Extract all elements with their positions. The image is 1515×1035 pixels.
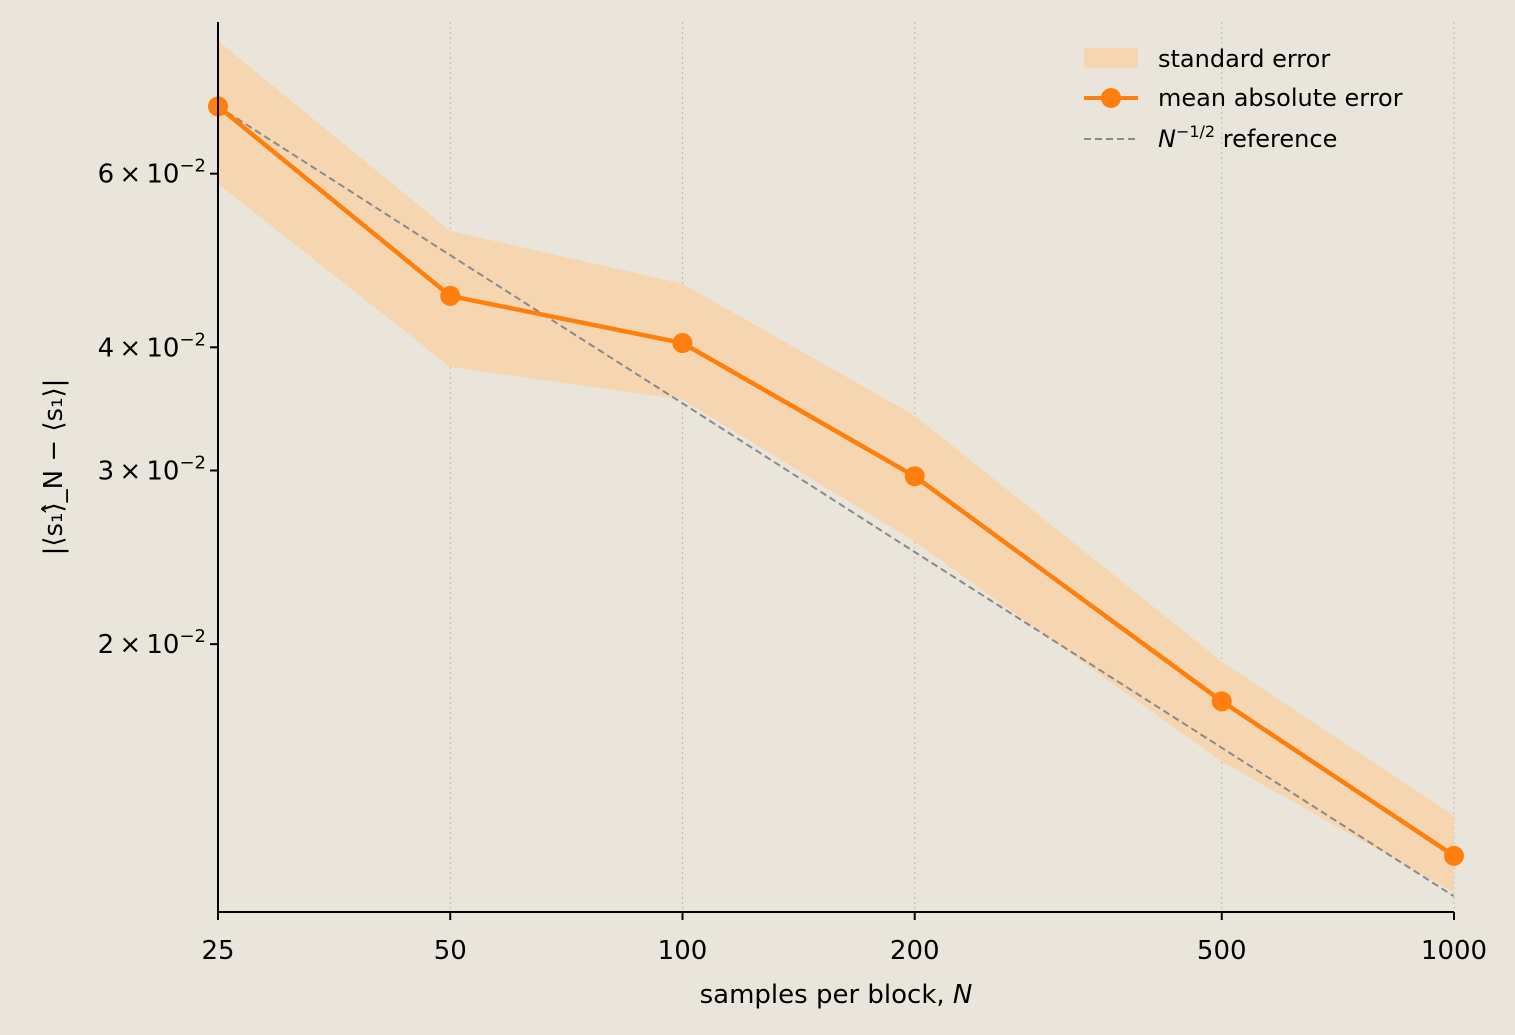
reference-line — [218, 105, 1454, 898]
legend-swatch-mean-absolute-error-marker — [1101, 88, 1121, 108]
y-tick-label-0.04: 4 × 10−2 — [98, 329, 206, 363]
standard-error-band-layer — [218, 40, 1454, 893]
x-tick-label-100: 100 — [658, 936, 708, 966]
reference-line-layer — [218, 105, 1454, 898]
legend-swatch-standard-error — [1084, 48, 1138, 68]
x-tick-label-1000: 1000 — [1421, 936, 1487, 966]
legend-label-reference: N−1/2 reference — [1158, 122, 1337, 153]
x-tick-label-50: 50 — [434, 936, 467, 966]
y-axis-title: |⟨s₁⟩̂_N − ⟨s₁⟩| — [39, 379, 69, 556]
y-tick-label-0.03: 3 × 10−2 — [98, 453, 206, 487]
mean-absolute-error-point-100 — [672, 333, 693, 354]
x-tick-label-200: 200 — [890, 936, 940, 966]
y-ticks: 6 × 10−2 4 × 10−2 3 × 10−2 2 × 10−2 — [98, 156, 218, 660]
mean-absolute-error-point-500 — [1211, 691, 1232, 712]
x-ticks: 25 50 100 200 500 1000 — [201, 912, 1487, 966]
mean-absolute-error-point-50 — [440, 285, 461, 306]
x-axis-title: samples per block, N — [700, 980, 973, 1010]
x-tick-label-500: 500 — [1197, 936, 1247, 966]
legend-label-standard-error: standard error — [1158, 45, 1330, 73]
mean-absolute-error-point-200 — [904, 466, 925, 487]
y-tick-label-0.06: 6 × 10−2 — [98, 156, 206, 190]
legend-label-mean-absolute-error: mean absolute error — [1158, 84, 1403, 112]
axes — [217, 22, 1454, 913]
y-tick-label-0.02: 2 × 10−2 — [98, 626, 206, 660]
standard-error-band — [218, 40, 1454, 893]
mean-absolute-error-point-1000 — [1444, 845, 1464, 866]
mean-absolute-error-line — [216, 104, 1456, 858]
legend: standard error mean absolute error N−1/2… — [1084, 45, 1403, 153]
x-tick-label-25: 25 — [201, 936, 234, 966]
